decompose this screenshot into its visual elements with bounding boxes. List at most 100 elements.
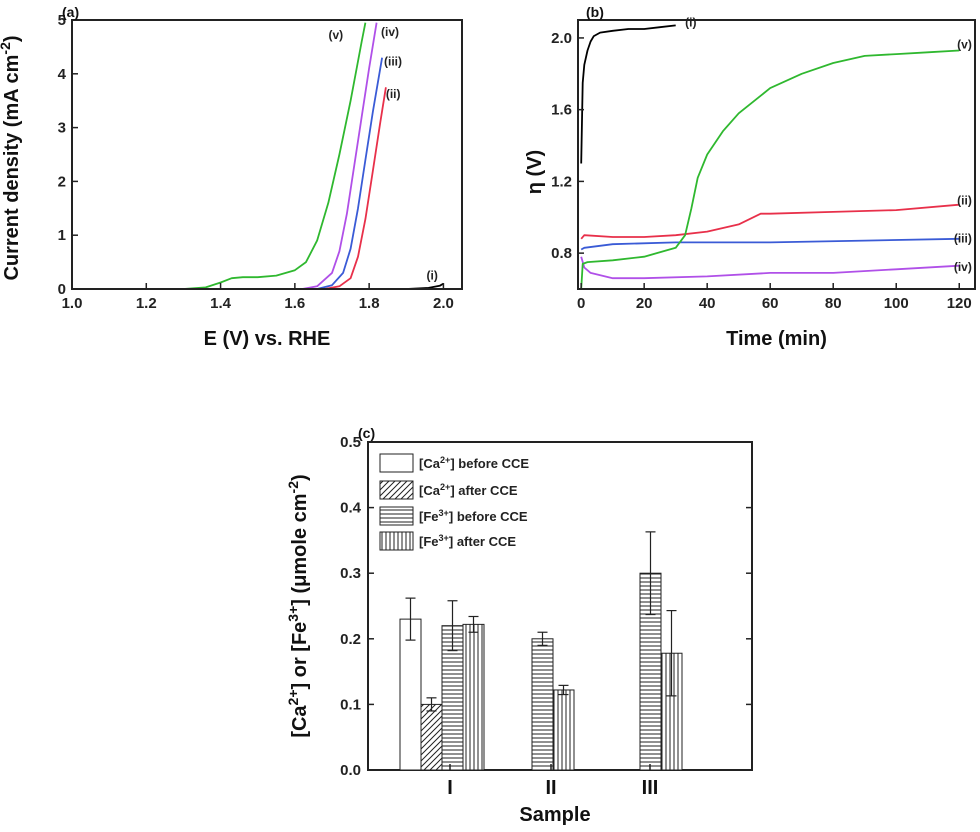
- text-part: ] before CCE: [449, 509, 528, 524]
- y-tick-label: 3: [58, 120, 66, 137]
- series-label: (v): [957, 38, 972, 52]
- series-label: (iv): [381, 25, 399, 39]
- x-axis-title: Sample: [519, 804, 590, 826]
- text-part: ): [1, 35, 23, 42]
- panel-label: (b): [586, 4, 604, 20]
- text-part: [Fe: [419, 534, 439, 549]
- text-part: [Ca: [289, 705, 311, 738]
- text-part: ] (μmole cm: [289, 493, 311, 605]
- superscript: 3+: [439, 533, 449, 543]
- bar: [420, 703, 443, 771]
- text-part: ] or [Fe: [289, 622, 311, 690]
- y-tick-label: 1: [58, 227, 66, 244]
- text-part: Current density (mA cm: [1, 55, 23, 281]
- series-label: (i): [427, 268, 438, 282]
- x-tick-label: 1.6: [284, 295, 305, 312]
- superscript: -2: [0, 42, 13, 55]
- bar: [399, 618, 422, 771]
- x-tick-label: II: [545, 777, 556, 799]
- legend-swatch: [379, 453, 414, 473]
- x-tick-label: 120: [947, 295, 972, 312]
- panel-a: (i) (ii) (iii) (iv) (v) 1.0 1.2 1.4 1.6 1.8 2.0 0 1 2…: [0, 4, 463, 350]
- series-line: [580, 203, 960, 240]
- panel-label: (c): [358, 425, 375, 441]
- x-tick-label: 1.2: [136, 295, 157, 312]
- superscript: 3+: [439, 508, 449, 518]
- series-line: [324, 87, 387, 289]
- y-tick-label: 0.0: [340, 762, 361, 779]
- y-axis-title: η (V): [524, 150, 546, 194]
- x-tick-label: 40: [699, 295, 716, 312]
- text-part: [Ca: [419, 456, 441, 471]
- y-tick-label: 0.8: [551, 245, 572, 262]
- y-tick-label: 4: [58, 66, 67, 83]
- x-tick-label: 2.0: [433, 295, 454, 312]
- legend-swatch: [379, 480, 414, 500]
- y-axis-title: Current density (mA cm-2): [0, 35, 23, 280]
- text-part: ] after CCE: [449, 534, 517, 549]
- y-tick-label: 2.0: [551, 30, 572, 47]
- y-tick-label: 2: [58, 173, 66, 190]
- y-tick-label: 5: [58, 12, 66, 29]
- text-part: ] before CCE: [450, 456, 529, 471]
- superscript: 2+: [440, 482, 450, 492]
- series-line: [72, 282, 444, 289]
- plot-frame: [71, 19, 463, 290]
- superscript: 3+: [285, 606, 301, 622]
- series-group: [580, 24, 960, 289]
- x-axis-title: E (V) vs. RHE: [204, 328, 331, 350]
- series-line: [116, 22, 367, 289]
- y-tick-label: 0.4: [340, 500, 362, 517]
- series-label: (v): [328, 28, 343, 42]
- x-tick-label: 100: [884, 295, 909, 312]
- legend-label: [Ca2+] after CCE: [419, 482, 518, 498]
- x-tick-label: 20: [636, 295, 653, 312]
- panel-b: (i) (ii) (iii) (iv) (v) 0 20 40 60 80 100 120 0.8 1.2…: [524, 4, 976, 350]
- y-tick-label: 1.6: [551, 102, 572, 119]
- series-line: [580, 256, 960, 280]
- superscript: 2+: [285, 689, 301, 705]
- y-tick-label: 0.1: [340, 696, 361, 713]
- x-tick-label: III: [642, 777, 659, 799]
- superscript: -2: [285, 481, 301, 494]
- series-line: [580, 237, 960, 251]
- x-tick-label: 60: [762, 295, 779, 312]
- series-line: [580, 49, 960, 289]
- series-label: (ii): [386, 87, 401, 101]
- plot-frame: [577, 19, 976, 290]
- x-tick-label: 80: [825, 295, 842, 312]
- x-tick-label: I: [447, 777, 453, 799]
- y-tick-label: 0.2: [340, 631, 361, 648]
- x-tick-label: 1.0: [62, 295, 83, 312]
- text-part: [Fe: [419, 509, 439, 524]
- y-axis-title: [Ca2+] or [Fe3+] (μmole cm-2): [285, 474, 311, 737]
- series-label: (iv): [954, 260, 972, 274]
- series-label: (iii): [384, 55, 402, 69]
- x-axis-title: Time (min): [726, 328, 827, 350]
- y-tick-label: 0.3: [340, 565, 361, 582]
- series-line: [302, 22, 378, 289]
- text-part: ] after CCE: [450, 483, 518, 498]
- bar: [531, 638, 554, 771]
- series-label: (iii): [954, 231, 972, 245]
- x-tick-label: 1.8: [359, 295, 380, 312]
- bar: [462, 623, 485, 771]
- y-tick-label: 0.5: [340, 434, 361, 451]
- series-label: (ii): [957, 194, 972, 208]
- legend-label: [Fe3+] before CCE: [419, 508, 528, 524]
- legend-label: [Fe3+] after CCE: [419, 533, 516, 549]
- text-part: ): [289, 474, 311, 481]
- series-group: [72, 22, 444, 289]
- series-label: (i): [685, 15, 696, 29]
- bar: [552, 689, 575, 771]
- x-tick-label: 1.4: [210, 295, 232, 312]
- legend-label: [Ca2+] before CCE: [419, 455, 529, 471]
- series-line: [316, 57, 383, 289]
- text-part: [Ca: [419, 483, 441, 498]
- panel-label: (a): [62, 4, 79, 20]
- x-tick-label: 0: [577, 295, 585, 312]
- legend-swatch: [379, 531, 414, 551]
- series-line: [580, 24, 676, 164]
